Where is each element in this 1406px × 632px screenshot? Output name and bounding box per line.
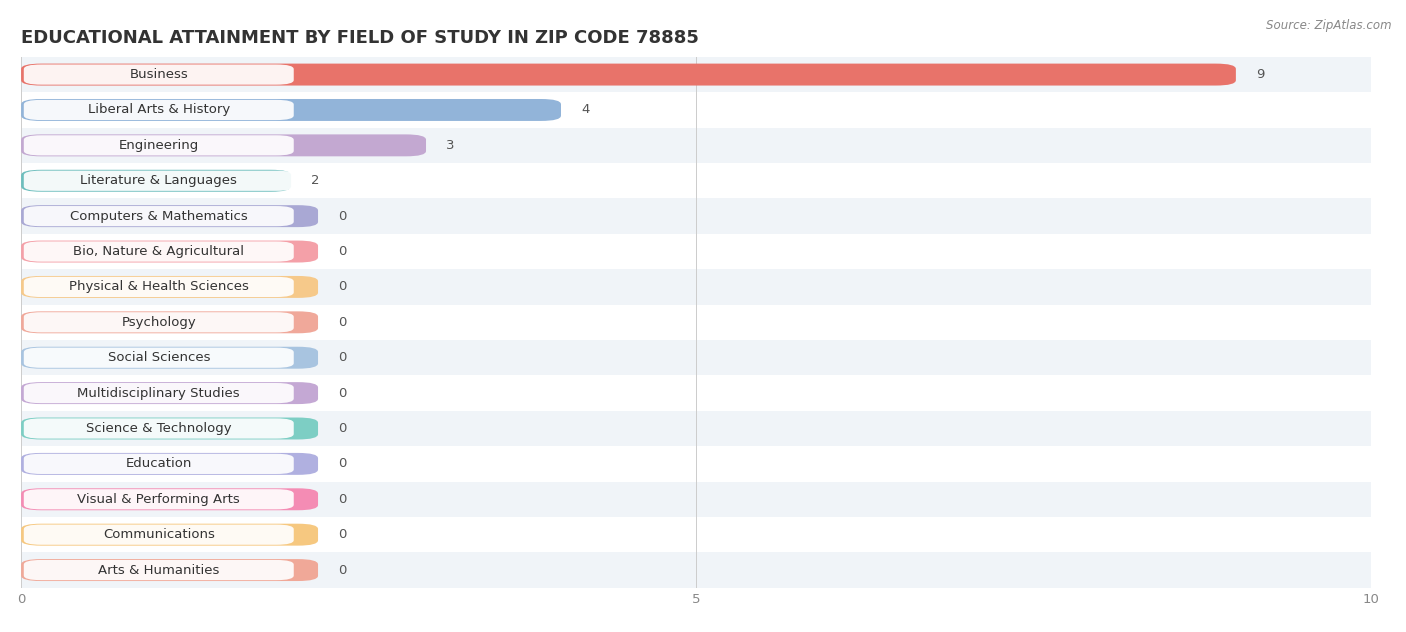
Bar <box>21 163 1371 198</box>
Bar <box>21 411 1371 446</box>
Bar <box>21 92 1371 128</box>
Text: 0: 0 <box>339 564 347 576</box>
FancyBboxPatch shape <box>21 347 318 368</box>
Text: 9: 9 <box>1256 68 1264 81</box>
FancyBboxPatch shape <box>24 312 294 332</box>
Text: Source: ZipAtlas.com: Source: ZipAtlas.com <box>1267 19 1392 32</box>
FancyBboxPatch shape <box>24 418 294 439</box>
Text: 2: 2 <box>311 174 319 187</box>
Text: Bio, Nature & Agricultural: Bio, Nature & Agricultural <box>73 245 245 258</box>
Text: Arts & Humanities: Arts & Humanities <box>98 564 219 576</box>
FancyBboxPatch shape <box>21 312 318 333</box>
FancyBboxPatch shape <box>24 100 294 120</box>
Bar <box>21 517 1371 552</box>
Text: Physical & Health Sciences: Physical & Health Sciences <box>69 281 249 293</box>
Text: EDUCATIONAL ATTAINMENT BY FIELD OF STUDY IN ZIP CODE 78885: EDUCATIONAL ATTAINMENT BY FIELD OF STUDY… <box>21 29 699 47</box>
Text: 0: 0 <box>339 458 347 470</box>
Text: Social Sciences: Social Sciences <box>107 351 209 364</box>
Text: Multidisciplinary Studies: Multidisciplinary Studies <box>77 387 240 399</box>
Text: 0: 0 <box>339 281 347 293</box>
Bar <box>21 234 1371 269</box>
FancyBboxPatch shape <box>21 276 318 298</box>
Bar <box>21 552 1371 588</box>
FancyBboxPatch shape <box>24 383 294 403</box>
Text: 0: 0 <box>339 387 347 399</box>
FancyBboxPatch shape <box>24 489 294 509</box>
FancyBboxPatch shape <box>21 489 318 510</box>
Text: 0: 0 <box>339 528 347 541</box>
Text: 3: 3 <box>446 139 454 152</box>
FancyBboxPatch shape <box>21 170 291 191</box>
Text: Psychology: Psychology <box>121 316 197 329</box>
Text: Business: Business <box>129 68 188 81</box>
Bar <box>21 375 1371 411</box>
Text: Visual & Performing Arts: Visual & Performing Arts <box>77 493 240 506</box>
FancyBboxPatch shape <box>21 99 561 121</box>
Bar <box>21 305 1371 340</box>
FancyBboxPatch shape <box>21 418 318 439</box>
Bar <box>21 198 1371 234</box>
Text: Literature & Languages: Literature & Languages <box>80 174 238 187</box>
FancyBboxPatch shape <box>21 135 426 156</box>
Text: Science & Technology: Science & Technology <box>86 422 232 435</box>
Bar <box>21 57 1371 92</box>
Bar <box>21 340 1371 375</box>
Text: 0: 0 <box>339 493 347 506</box>
FancyBboxPatch shape <box>24 525 294 545</box>
FancyBboxPatch shape <box>24 64 294 85</box>
Bar <box>21 446 1371 482</box>
FancyBboxPatch shape <box>21 241 318 262</box>
FancyBboxPatch shape <box>24 454 294 474</box>
FancyBboxPatch shape <box>24 277 294 297</box>
FancyBboxPatch shape <box>24 206 294 226</box>
FancyBboxPatch shape <box>21 524 318 545</box>
FancyBboxPatch shape <box>21 205 318 227</box>
Bar <box>21 269 1371 305</box>
FancyBboxPatch shape <box>21 559 318 581</box>
FancyBboxPatch shape <box>21 453 318 475</box>
Text: 4: 4 <box>581 104 589 116</box>
FancyBboxPatch shape <box>24 348 294 368</box>
Text: Engineering: Engineering <box>118 139 198 152</box>
Text: 0: 0 <box>339 351 347 364</box>
Text: Computers & Mathematics: Computers & Mathematics <box>70 210 247 222</box>
FancyBboxPatch shape <box>21 64 1236 85</box>
Text: Liberal Arts & History: Liberal Arts & History <box>87 104 231 116</box>
Bar <box>21 128 1371 163</box>
Text: 0: 0 <box>339 210 347 222</box>
Bar <box>21 482 1371 517</box>
FancyBboxPatch shape <box>24 560 294 580</box>
FancyBboxPatch shape <box>24 135 294 155</box>
FancyBboxPatch shape <box>24 241 294 262</box>
FancyBboxPatch shape <box>21 382 318 404</box>
Text: 0: 0 <box>339 422 347 435</box>
Text: 0: 0 <box>339 245 347 258</box>
Text: 0: 0 <box>339 316 347 329</box>
Text: Education: Education <box>125 458 193 470</box>
Text: Communications: Communications <box>103 528 215 541</box>
FancyBboxPatch shape <box>24 171 294 191</box>
